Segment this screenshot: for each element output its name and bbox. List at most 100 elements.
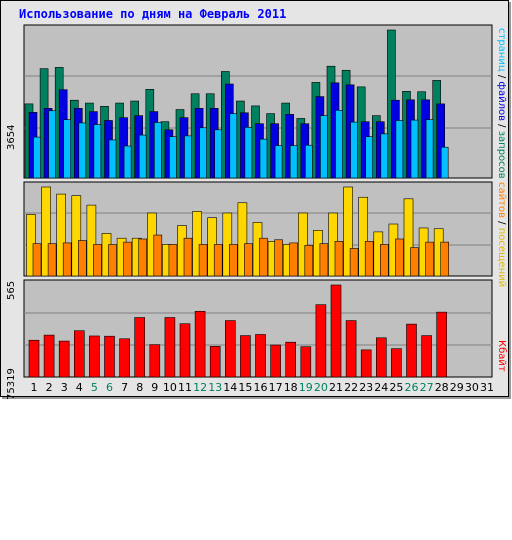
- bar-kbytes: [421, 335, 432, 378]
- x-tick-label: 5: [91, 381, 98, 394]
- bar-visits: [56, 193, 67, 277]
- bar-sites: [123, 241, 132, 277]
- bar-kbytes: [315, 304, 327, 378]
- bar-hits: [320, 115, 328, 179]
- x-tick-label: 18: [284, 381, 298, 394]
- bar-sites: [153, 234, 163, 277]
- x-tick-label: 4: [76, 381, 83, 394]
- bar-hits: [214, 129, 222, 179]
- bar-hits: [138, 134, 147, 179]
- x-tick-label: 20: [314, 381, 328, 394]
- bar-kbytes: [89, 335, 100, 378]
- bar-hits: [410, 119, 419, 179]
- bar-sites: [304, 244, 314, 277]
- bar-visits: [237, 202, 248, 277]
- bar-kbytes: [300, 346, 312, 378]
- bar-sites: [425, 241, 434, 277]
- bar-kbytes: [164, 317, 176, 378]
- bar-hits: [48, 110, 56, 179]
- x-tick-label: 3: [61, 381, 68, 394]
- bar-hits: [93, 124, 102, 179]
- bar-sites: [319, 243, 329, 277]
- bar-hits: [335, 110, 343, 179]
- bar-kbytes: [270, 344, 281, 378]
- bar-visits: [403, 198, 414, 277]
- bar-kbytes: [104, 335, 115, 378]
- bar-hits: [63, 119, 72, 179]
- x-tick-label: 31: [480, 381, 494, 394]
- bar-kbytes: [240, 335, 251, 378]
- bar-sites: [274, 239, 283, 277]
- bar-kbytes: [74, 330, 85, 378]
- x-tick-label: 2: [46, 381, 53, 394]
- bar-sites: [198, 244, 208, 277]
- bar-kbytes: [436, 311, 448, 378]
- bar-sites: [138, 238, 147, 277]
- bar-sites: [259, 237, 268, 277]
- bar-hits: [199, 127, 207, 179]
- bar-hits: [78, 122, 87, 179]
- bar-kbytes: [285, 341, 297, 378]
- usage-chart: 1 2 3 4 5 6 7 8 9 10 11 12 13 14 15 16 17 18 19 20 21 22 23 24 2…: [23, 24, 494, 394]
- bar-kbytes: [406, 323, 417, 378]
- bar-visits: [297, 212, 308, 277]
- bar-kbytes: [194, 310, 206, 378]
- bar-visits: [71, 195, 82, 277]
- bar-sites: [183, 237, 193, 277]
- x-tick-label: 13: [208, 381, 222, 394]
- bar-hits: [123, 145, 132, 179]
- x-tick-label: 25: [389, 381, 403, 394]
- bar-kbytes: [375, 337, 387, 378]
- bar-kbytes: [119, 338, 130, 378]
- bar-sites: [229, 244, 238, 277]
- bar-kbytes: [43, 334, 55, 378]
- bar-sites: [410, 247, 419, 277]
- bar-sites: [244, 243, 253, 277]
- bar-sites: [78, 240, 87, 277]
- bar-kbytes: [28, 339, 40, 378]
- bar-kbytes: [391, 348, 402, 378]
- x-tick-label: 12: [193, 381, 207, 394]
- bar-sites: [349, 248, 359, 277]
- bar-kbytes: [225, 320, 236, 378]
- bar-sites: [379, 244, 389, 277]
- x-tick-label: 11: [178, 381, 192, 394]
- bar-sites: [47, 243, 57, 277]
- bar-hits: [108, 139, 117, 179]
- x-tick-label: 27: [420, 381, 434, 394]
- bar-sites: [108, 244, 117, 277]
- page-title: Использование по дням на Февраль 2011: [19, 7, 287, 21]
- x-tick-label: 19: [299, 381, 313, 394]
- x-tick-label: 16: [254, 381, 268, 394]
- x-tick-label: 29: [450, 381, 464, 394]
- bar-kbytes: [209, 346, 221, 378]
- bar-kbytes: [330, 284, 342, 378]
- bar-sites: [213, 244, 223, 277]
- bar-hits: [440, 146, 449, 179]
- x-tick-label: 17: [269, 381, 283, 394]
- bar-files: [436, 103, 446, 179]
- bar-kbytes: [255, 334, 266, 378]
- x-tick-label: 30: [465, 381, 479, 394]
- bar-hits: [154, 122, 162, 179]
- x-tick-label: 7: [121, 381, 128, 394]
- bar-hits: [244, 127, 253, 179]
- bar-visits: [358, 196, 369, 277]
- bar-visits: [343, 186, 353, 277]
- bar-hits: [380, 133, 389, 179]
- bar-hits: [365, 136, 374, 179]
- x-tick-label: 22: [344, 381, 358, 394]
- bar-hits: [274, 145, 283, 179]
- bar-hits: [229, 113, 238, 179]
- bar-hits: [259, 138, 268, 179]
- bar-visits: [41, 186, 51, 277]
- bar-sites: [168, 244, 178, 277]
- bar-kbytes: [149, 344, 161, 378]
- bar-visits: [192, 211, 202, 277]
- x-tick-label: 10: [163, 381, 177, 394]
- bar-hits: [33, 136, 41, 179]
- x-tick-label: 8: [136, 381, 143, 394]
- x-tick-label: 9: [151, 381, 158, 394]
- bar-hits: [169, 136, 177, 179]
- bar-hits: [289, 145, 298, 179]
